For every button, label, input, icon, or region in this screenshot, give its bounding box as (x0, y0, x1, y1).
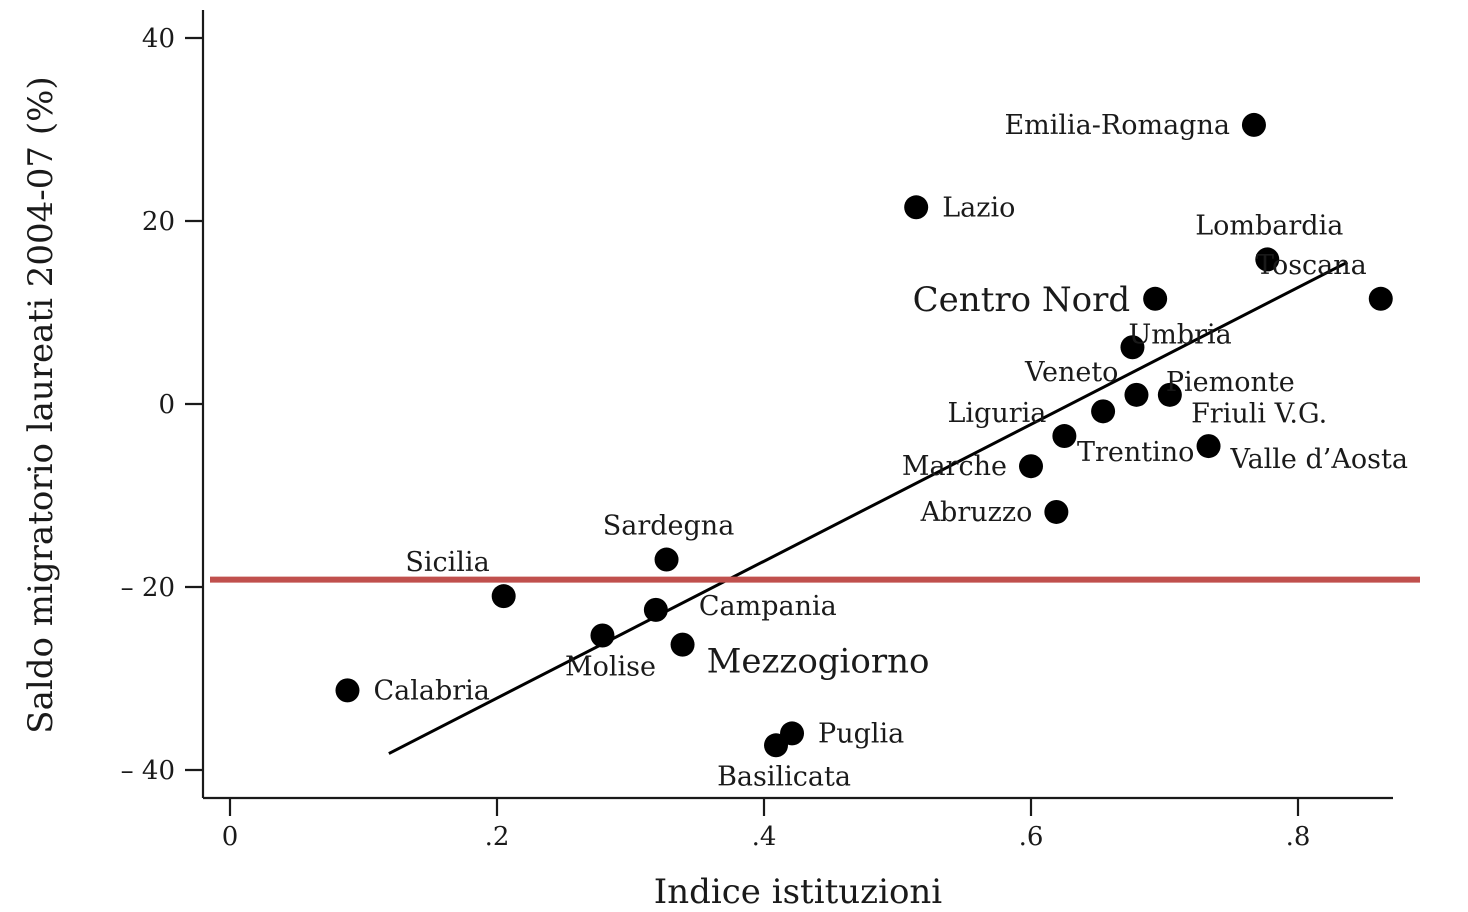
point-label-basilicata: Basilicata (717, 761, 851, 792)
point-friuli-v-g (1091, 399, 1116, 424)
point-label-lazio: Lazio (942, 192, 1015, 223)
y-axis-title: Saldo migratorio laureati 2004-07 (%) (21, 76, 61, 733)
x-axis-title: Indice istituzioni (654, 872, 943, 912)
point-lombardia (1255, 247, 1280, 272)
point-umbria (1120, 335, 1145, 360)
y-tick-label: – 40 (121, 756, 175, 786)
x-tick-label: 0 (222, 822, 239, 852)
x-tick-label: .6 (1019, 822, 1044, 852)
y-tick-label: 0 (158, 390, 175, 420)
point-label-molise: Molise (565, 651, 656, 682)
point-labels-group: Emilia-Romagna Lazio Lombardia Toscana Centr… (373, 110, 1407, 792)
point-label-friuli-v-g: Friuli V.G. (1191, 398, 1327, 429)
point-basilicata (764, 733, 789, 758)
point-emilia-romagna (1241, 112, 1266, 137)
point-abruzzo (1044, 499, 1069, 524)
point-label-umbria: Umbria (1128, 319, 1231, 350)
axes: 40 20 0 – 20 – 40 0 .2 .4 .6 .8 (121, 10, 1393, 852)
point-label-veneto: Veneto (1024, 357, 1118, 388)
point-label-mezzogiorno: Mezzogiorno (707, 642, 930, 682)
point-trentino (1019, 454, 1043, 479)
point-campania (643, 597, 668, 622)
point-label-piemonte: Piemonte (1166, 367, 1295, 398)
point-label-liguria: Liguria (947, 398, 1046, 429)
point-label-toscana: Toscana (1256, 250, 1367, 281)
point-label-puglia: Puglia (818, 718, 904, 749)
x-tick-label: .4 (752, 822, 777, 852)
point-label-lombardia: Lombardia (1195, 210, 1343, 241)
point-mezzogiorno (670, 632, 695, 657)
point-label-campania: Campania (699, 591, 837, 622)
x-tick-label: .2 (485, 822, 510, 852)
point-calabria (335, 678, 360, 703)
point-sicilia (491, 584, 516, 609)
point-molise (590, 623, 615, 648)
y-tick-label: – 20 (121, 573, 175, 603)
point-label-centro-nord: Centro Nord (913, 280, 1130, 320)
point-veneto (1124, 382, 1149, 407)
point-label-sicilia: Sicilia (405, 547, 489, 578)
point-valle-d-aosta (1196, 434, 1221, 459)
points-group (335, 112, 1393, 758)
point-label-calabria: Calabria (373, 675, 489, 706)
point-label-valle-d-aosta: Valle d’Aosta (1230, 444, 1408, 475)
fit-line-group (388, 260, 1349, 755)
point-toscana (1368, 286, 1393, 311)
point-piemonte (1157, 382, 1182, 407)
y-tick-label: 20 (142, 207, 175, 237)
point-sardegna (654, 547, 679, 572)
point-liguria (1052, 424, 1077, 449)
point-label-abruzzo: Abruzzo (920, 497, 1033, 528)
point-lazio (904, 195, 929, 220)
y-tick-label: 40 (142, 24, 175, 54)
x-tick-label: .8 (1286, 822, 1311, 852)
point-label-sardegna: Sardegna (603, 511, 735, 542)
regression-line (388, 260, 1349, 755)
point-label-emilia-romagna: Emilia-Romagna (1004, 110, 1230, 141)
point-label-marche: Marche (902, 451, 1007, 482)
point-label-trentino: Trentino (1077, 437, 1194, 468)
point-centro-nord (1143, 286, 1168, 311)
